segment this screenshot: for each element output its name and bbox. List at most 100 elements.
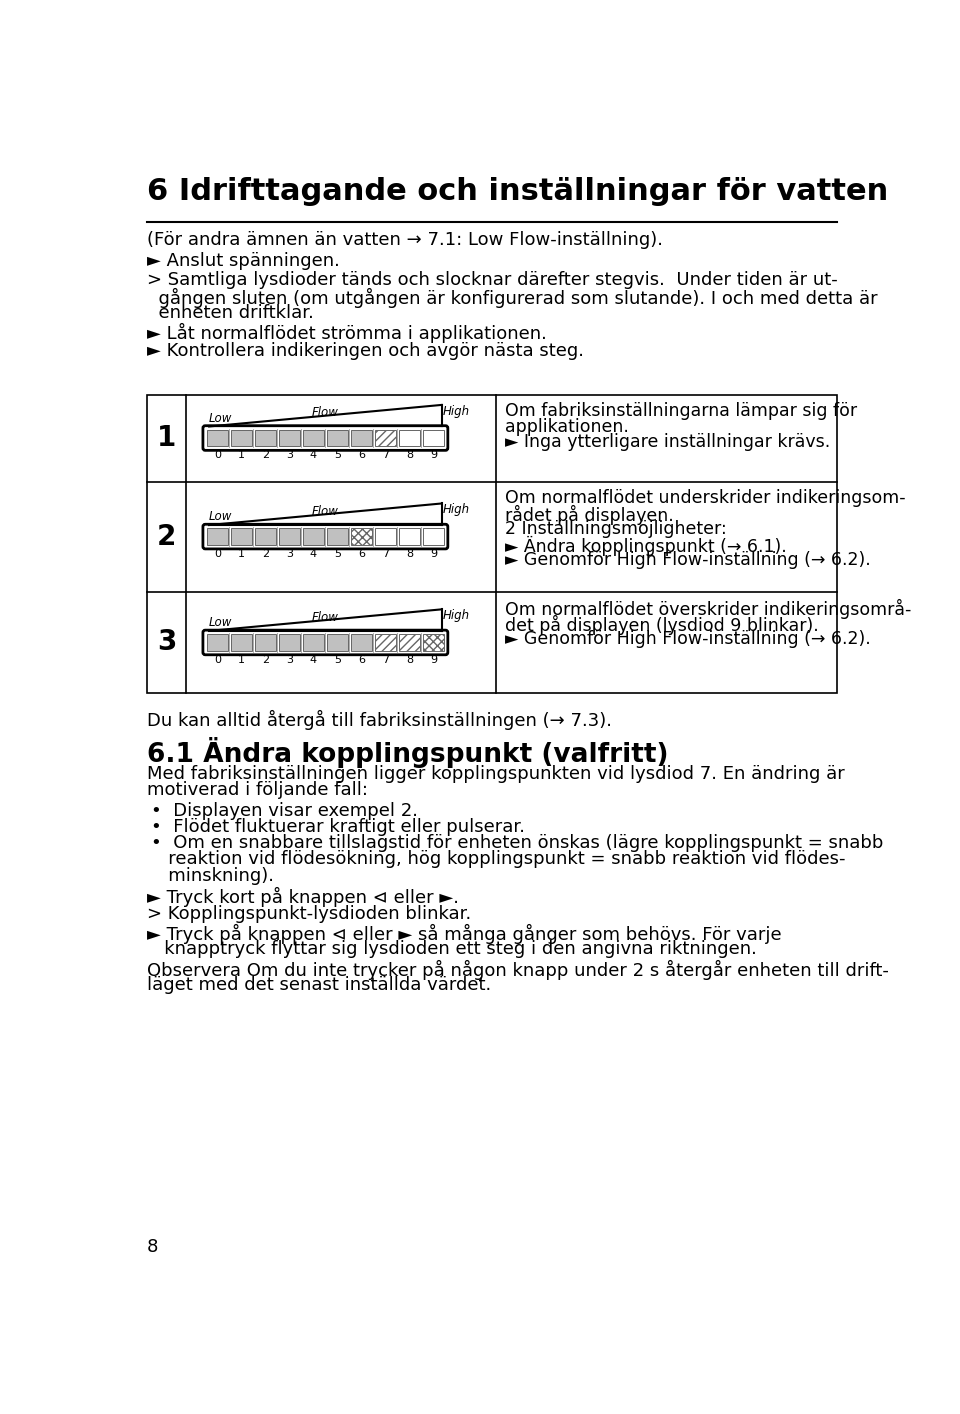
Text: High: High — [444, 404, 470, 419]
Text: 5: 5 — [334, 549, 341, 559]
Text: 2: 2 — [156, 523, 177, 550]
Text: 6: 6 — [358, 655, 365, 665]
Text: ► Anslut spänningen.: ► Anslut spänningen. — [147, 252, 340, 270]
Text: 4: 4 — [310, 655, 317, 665]
Text: High: High — [444, 609, 470, 622]
Text: rådet på displayen.: rådet på displayen. — [505, 505, 674, 525]
Text: 5: 5 — [334, 450, 341, 461]
Bar — [254, 527, 276, 544]
Text: Med fabriksinställningen ligger kopplingspunkten vid lysdiod 7. En ändring är: Med fabriksinställningen ligger koppling… — [147, 765, 845, 783]
Text: 9: 9 — [430, 450, 437, 461]
Bar — [423, 633, 444, 650]
Bar — [399, 527, 420, 544]
Text: 8: 8 — [406, 655, 413, 665]
Bar — [351, 527, 372, 544]
Bar — [206, 527, 228, 544]
Bar — [278, 430, 300, 447]
Text: 0: 0 — [214, 549, 221, 559]
Text: 2: 2 — [262, 450, 269, 461]
Text: ► Kontrollera indikeringen och avgör nästa steg.: ► Kontrollera indikeringen och avgör näs… — [147, 342, 584, 361]
Bar — [254, 633, 276, 650]
Text: 3: 3 — [286, 549, 293, 559]
Bar — [375, 527, 396, 544]
Bar — [303, 430, 324, 447]
Bar — [423, 430, 444, 447]
Text: 9: 9 — [430, 549, 437, 559]
Text: Om fabriksinställningarna lämpar sig för: Om fabriksinställningarna lämpar sig för — [505, 402, 857, 420]
Text: 5: 5 — [334, 655, 341, 665]
Text: 1: 1 — [238, 450, 245, 461]
Bar — [147, 395, 837, 693]
Text: 3: 3 — [286, 655, 293, 665]
Text: Om normalflödet underskrider indikeringsom-: Om normalflödet underskrider indikerings… — [505, 489, 906, 508]
Text: 7: 7 — [382, 655, 389, 665]
Bar — [206, 633, 228, 650]
Bar — [278, 527, 300, 544]
Text: 0: 0 — [214, 655, 221, 665]
Bar — [375, 633, 396, 650]
FancyBboxPatch shape — [203, 525, 447, 549]
Text: (För andra ämnen än vatten → 7.1: Low Flow-inställning).: (För andra ämnen än vatten → 7.1: Low Fl… — [147, 232, 663, 249]
Text: 1: 1 — [238, 549, 245, 559]
Bar — [351, 430, 372, 447]
Text: ► Genomför High Flow-inställning (→ 6.2).: ► Genomför High Flow-inställning (→ 6.2)… — [505, 631, 871, 648]
Text: 6: 6 — [358, 450, 365, 461]
Bar — [278, 633, 300, 650]
Text: 1: 1 — [156, 424, 176, 452]
Bar — [327, 430, 348, 447]
Text: 8: 8 — [406, 450, 413, 461]
Text: motiverad i följande fall:: motiverad i följande fall: — [147, 781, 368, 799]
Bar — [206, 430, 228, 447]
Text: det på displayen (lysdiod 9 blinkar).: det på displayen (lysdiod 9 blinkar). — [505, 615, 819, 635]
Bar — [375, 430, 396, 447]
Text: Flow: Flow — [312, 611, 339, 624]
Text: 4: 4 — [310, 450, 317, 461]
Text: 4: 4 — [310, 549, 317, 559]
Text: ► Tryck kort på knappen ⊲ eller ►.: ► Tryck kort på knappen ⊲ eller ►. — [147, 887, 459, 906]
Text: 3: 3 — [286, 450, 293, 461]
FancyBboxPatch shape — [203, 426, 447, 450]
Text: Om normalflödet överskrider indikeringsområ-: Om normalflödet överskrider indikeringso… — [505, 600, 912, 619]
Text: •  Flödet fluktuerar kraftigt eller pulserar.: • Flödet fluktuerar kraftigt eller pulse… — [151, 819, 525, 836]
Bar — [254, 430, 276, 447]
Text: knapptryck flyttar sig lysdioden ett steg i den angivna riktningen.: knapptryck flyttar sig lysdioden ett ste… — [147, 940, 757, 957]
Bar — [399, 633, 420, 650]
Text: 1: 1 — [238, 655, 245, 665]
Text: 6 Idrifttagande och inställningar för vatten: 6 Idrifttagande och inställningar för va… — [147, 177, 888, 206]
Text: Flow: Flow — [312, 505, 339, 518]
Text: 2: 2 — [262, 549, 269, 559]
Bar — [303, 633, 324, 650]
Text: ► Genomför High Flow-inställning (→ 6.2).: ► Genomför High Flow-inställning (→ 6.2)… — [505, 551, 871, 568]
Text: minskning).: minskning). — [151, 867, 274, 885]
Text: 9: 9 — [430, 655, 437, 665]
Text: ► Tryck på knappen ⊲ eller ► så många gånger som behövs. För varje: ► Tryck på knappen ⊲ eller ► så många gå… — [147, 923, 781, 943]
Text: läget med det senast inställda värdet.: läget med det senast inställda värdet. — [147, 976, 492, 994]
Text: High: High — [444, 503, 470, 516]
Text: applikationen.: applikationen. — [505, 417, 629, 436]
Bar — [327, 527, 348, 544]
Bar — [303, 527, 324, 544]
Bar — [423, 527, 444, 544]
Text: > Samtliga lysdioder tänds och slocknar därefter stegvis.  Under tiden är ut-: > Samtliga lysdioder tänds och slocknar … — [147, 271, 838, 290]
Text: Low: Low — [209, 617, 232, 629]
Text: 2 Inställningsmöjligheter:: 2 Inställningsmöjligheter: — [505, 520, 727, 539]
Bar — [230, 430, 252, 447]
Text: 2: 2 — [262, 655, 269, 665]
Text: Observera Om du inte trycker på någon knapp under 2 s återgår enheten till drift: Observera Om du inte trycker på någon kn… — [147, 960, 889, 980]
Text: 6: 6 — [358, 549, 365, 559]
Bar — [230, 633, 252, 650]
Text: 8: 8 — [147, 1239, 158, 1257]
Text: Flow: Flow — [312, 406, 339, 420]
Text: > Kopplingspunkt-lysdioden blinkar.: > Kopplingspunkt-lysdioden blinkar. — [147, 905, 471, 923]
Text: 7: 7 — [382, 450, 389, 461]
Text: ► Ändra kopplingspunkt (→ 6.1).: ► Ändra kopplingspunkt (→ 6.1). — [505, 536, 787, 556]
Text: 8: 8 — [406, 549, 413, 559]
Bar — [399, 430, 420, 447]
FancyBboxPatch shape — [203, 631, 447, 655]
Text: gången sluten (om utgången är konfigurerad som slutande). I och med detta är: gången sluten (om utgången är konfigurer… — [147, 287, 877, 308]
Text: Low: Low — [209, 411, 232, 426]
Text: reaktion vid flödesökning, hög kopplingspunkt = snabb reaktion vid flödes-: reaktion vid flödesökning, hög kopplings… — [151, 850, 846, 868]
Text: 3: 3 — [156, 628, 177, 656]
Text: •  Om en snabbare tillslagstid för enheten önskas (lägre kopplingspunkt = snabb: • Om en snabbare tillslagstid för enhete… — [151, 834, 883, 853]
Text: enheten driftklar.: enheten driftklar. — [147, 304, 314, 321]
